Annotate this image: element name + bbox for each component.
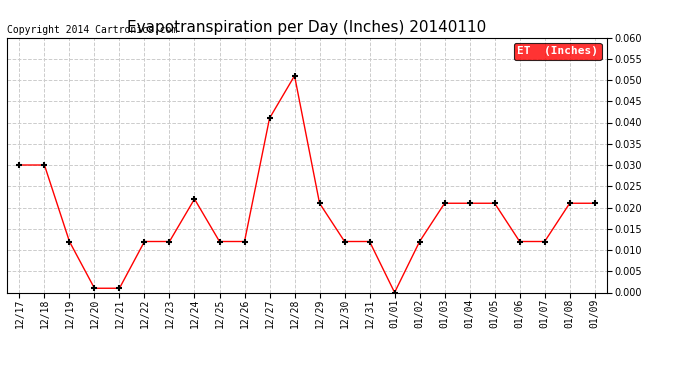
Title: Evapotranspiration per Day (Inches) 20140110: Evapotranspiration per Day (Inches) 2014… bbox=[128, 20, 486, 35]
Legend: ET  (Inches): ET (Inches) bbox=[514, 43, 602, 60]
Text: Copyright 2014 Cartronics.com: Copyright 2014 Cartronics.com bbox=[7, 25, 177, 35]
